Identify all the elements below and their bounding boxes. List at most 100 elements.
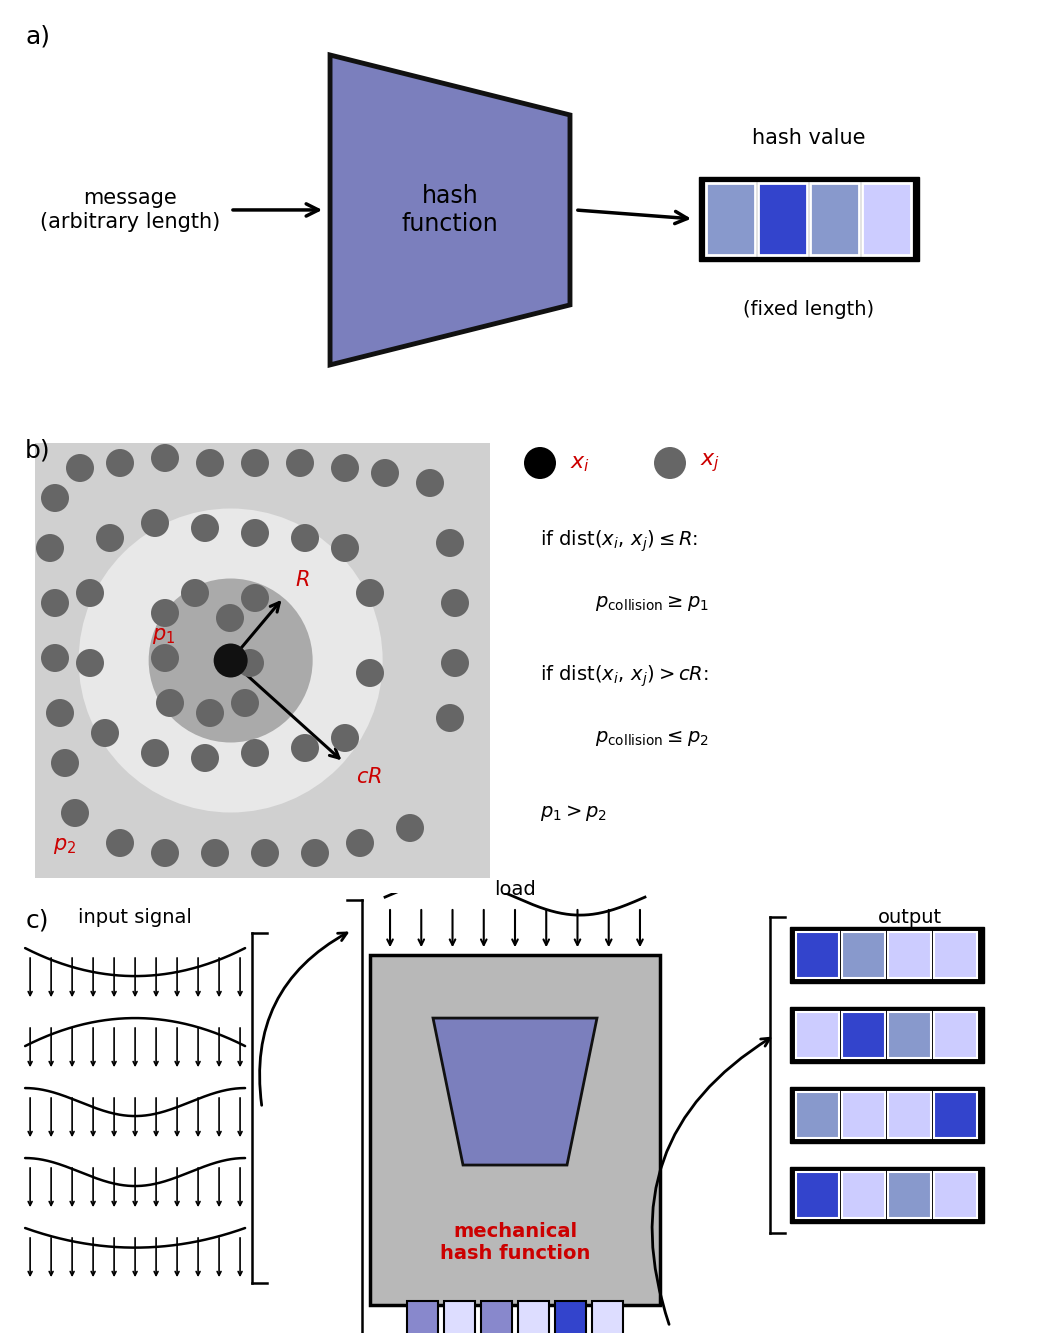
Circle shape [441,649,469,677]
Bar [842,1092,885,1138]
Bar [790,928,984,984]
Circle shape [106,829,134,857]
Bar [444,1301,475,1333]
Text: $p_2$: $p_2$ [53,836,76,856]
Circle shape [151,644,179,672]
Circle shape [524,447,556,479]
Circle shape [151,838,179,866]
Text: hash value: hash value [752,128,866,148]
Bar [795,1092,839,1138]
Circle shape [96,524,124,552]
Circle shape [346,829,375,857]
Bar [934,1092,977,1138]
Bar [934,932,977,978]
Bar [842,1012,885,1058]
Circle shape [236,649,264,677]
Circle shape [291,524,319,552]
Circle shape [41,484,69,512]
Bar [888,1012,931,1058]
Circle shape [214,644,248,677]
Circle shape [181,579,209,607]
Text: if dist$(x_i,\,x_j) > cR$:: if dist$(x_i,\,x_j) > cR$: [540,663,709,689]
Circle shape [51,749,79,777]
Bar [706,183,755,255]
Circle shape [251,838,279,866]
Text: b): b) [25,439,51,463]
Bar [699,177,919,261]
Bar [795,1172,839,1218]
Circle shape [286,449,314,477]
Circle shape [79,508,383,813]
Circle shape [291,734,319,762]
Text: $p_1 > p_2$: $p_1 > p_2$ [540,802,608,822]
Text: a): a) [25,25,51,49]
Circle shape [66,455,94,483]
Circle shape [36,535,64,563]
Circle shape [76,649,104,677]
Circle shape [151,444,179,472]
Text: $p_{\mathrm{collision}} \leq p_2$: $p_{\mathrm{collision}} \leq p_2$ [595,728,709,748]
Bar [842,1172,885,1218]
Text: if dist$(x_i,\,x_j) \leq R$:: if dist$(x_i,\,x_j) \leq R$: [540,528,698,553]
Bar [790,1088,984,1142]
Circle shape [196,698,224,726]
Bar [888,932,931,978]
Text: $cR$: $cR$ [356,768,382,788]
Circle shape [191,515,219,543]
Text: output
hash values: output hash values [851,908,967,949]
Text: $R$: $R$ [295,569,310,589]
Bar [407,1301,438,1333]
Circle shape [241,738,269,766]
Circle shape [371,459,399,487]
Circle shape [41,644,69,672]
Circle shape [151,599,179,627]
Circle shape [41,589,69,617]
Circle shape [356,579,384,607]
Bar [35,443,490,878]
Circle shape [241,449,269,477]
Circle shape [141,509,169,537]
Circle shape [441,589,469,617]
Circle shape [436,704,464,732]
Bar [592,1301,622,1333]
Circle shape [156,689,184,717]
Circle shape [196,449,224,477]
Bar [481,1301,512,1333]
Bar [795,1012,839,1058]
Bar [934,1172,977,1218]
Circle shape [301,838,329,866]
Bar [934,1012,977,1058]
Circle shape [231,689,258,717]
Bar [862,183,910,255]
Circle shape [331,455,359,483]
Bar [888,1092,931,1138]
Circle shape [76,579,104,607]
Polygon shape [330,55,570,365]
Text: (fixed length): (fixed length) [744,300,875,319]
Text: input signal: input signal [78,908,192,928]
Bar [370,954,660,1305]
Circle shape [106,449,134,477]
Text: mechanical
hash function: mechanical hash function [440,1221,590,1262]
Bar [757,183,807,255]
Text: $x_i$: $x_i$ [570,452,590,475]
Circle shape [241,519,269,547]
Text: $p_{\mathrm{collision}} \geq p_1$: $p_{\mathrm{collision}} \geq p_1$ [595,593,709,613]
Circle shape [416,469,444,497]
Circle shape [356,659,384,686]
Circle shape [331,535,359,563]
Bar [790,1008,984,1064]
Circle shape [141,738,169,766]
Bar [518,1301,549,1333]
Circle shape [149,579,312,742]
Circle shape [216,604,244,632]
Circle shape [46,698,74,726]
Circle shape [91,718,119,746]
Circle shape [654,447,686,479]
Bar [842,932,885,978]
Bar [795,932,839,978]
Text: hash
function: hash function [402,184,498,236]
Text: c): c) [25,908,49,932]
Bar [810,183,859,255]
Bar [790,1168,984,1224]
